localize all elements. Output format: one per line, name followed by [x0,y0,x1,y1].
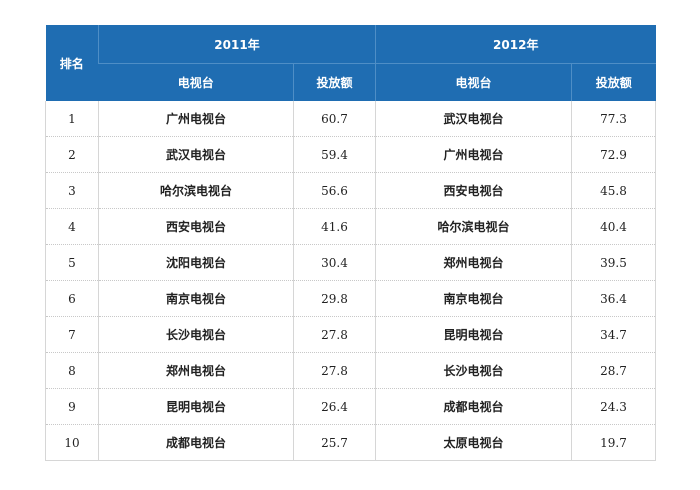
station-2011-cell: 西安电视台 [98,208,294,245]
year-2012-header: 2012年 [375,25,656,64]
value-2012-cell: 19.7 [571,424,656,461]
station-2012-cell: 武汉电视台 [375,101,572,137]
rank-cell: 2 [45,136,99,173]
rank-cell: 8 [45,352,99,389]
table-row: 5 沈阳电视台 30.4 郑州电视台 39.5 [45,244,656,281]
value-2011-cell: 30.4 [293,244,376,281]
station-2011-cell: 武汉电视台 [98,136,294,173]
table-row: 9 昆明电视台 26.4 成都电视台 24.3 [45,388,656,425]
value-2012-cell: 36.4 [571,280,656,317]
rank-cell: 9 [45,388,99,425]
value-2011-cell: 26.4 [293,388,376,425]
rank-cell: 10 [45,424,99,461]
value-2011-cell: 41.6 [293,208,376,245]
station-2012-cell: 长沙电视台 [375,352,572,389]
value-2011-cell: 56.6 [293,172,376,209]
value-2012-cell: 34.7 [571,316,656,353]
station-2012-cell: 成都电视台 [375,388,572,425]
rank-cell: 6 [45,280,99,317]
station-2011-cell: 郑州电视台 [98,352,294,389]
station-2011-cell: 哈尔滨电视台 [98,172,294,209]
value-header-2012: 投放额 [571,63,656,101]
value-2011-cell: 59.4 [293,136,376,173]
value-header-2011: 投放额 [293,63,376,101]
station-2012-cell: 西安电视台 [375,172,572,209]
station-2011-cell: 成都电视台 [98,424,294,461]
value-2011-cell: 27.8 [293,352,376,389]
table-row: 2 武汉电视台 59.4 广州电视台 72.9 [45,136,656,173]
rank-cell: 3 [45,172,99,209]
rank-cell: 1 [45,101,99,137]
value-2011-cell: 29.8 [293,280,376,317]
value-2012-cell: 77.3 [571,101,656,137]
station-2012-cell: 太原电视台 [375,424,572,461]
table-row: 6 南京电视台 29.8 南京电视台 36.4 [45,280,656,317]
table-row: 4 西安电视台 41.6 哈尔滨电视台 40.4 [45,208,656,245]
value-2012-cell: 45.8 [571,172,656,209]
value-2012-cell: 40.4 [571,208,656,245]
rank-header: 排名 [45,25,99,101]
station-2012-cell: 哈尔滨电视台 [375,208,572,245]
value-2011-cell: 27.8 [293,316,376,353]
station-2012-cell: 郑州电视台 [375,244,572,281]
table-row: 10 成都电视台 25.7 太原电视台 19.7 [45,424,656,461]
table-header: 排名 2011年 2012年 电视台 投放额 电视台 投放额 [45,25,656,101]
value-2011-cell: 60.7 [293,101,376,137]
value-2011-cell: 25.7 [293,424,376,461]
value-2012-cell: 24.3 [571,388,656,425]
value-2012-cell: 39.5 [571,244,656,281]
ranking-table: 排名 2011年 2012年 电视台 投放额 电视台 投放额 1 广州电视台 60.… [45,25,656,461]
table-body: 1 广州电视台 60.7 武汉电视台 77.3 2 武汉电视台 59.4 广州电视台 72.9 3 哈… [45,101,656,461]
table-row: 8 郑州电视台 27.8 长沙电视台 28.7 [45,352,656,389]
value-2012-cell: 72.9 [571,136,656,173]
station-2011-cell: 昆明电视台 [98,388,294,425]
station-2011-cell: 广州电视台 [98,101,294,137]
table-row: 7 长沙电视台 27.8 昆明电视台 34.7 [45,316,656,353]
station-2011-cell: 沈阳电视台 [98,244,294,281]
station-header-2012: 电视台 [375,63,572,101]
station-2012-cell: 昆明电视台 [375,316,572,353]
station-2012-cell: 南京电视台 [375,280,572,317]
station-2011-cell: 南京电视台 [98,280,294,317]
station-header-2011: 电视台 [98,63,294,101]
station-2011-cell: 长沙电视台 [98,316,294,353]
rank-cell: 7 [45,316,99,353]
ranking-table-container: 排名 2011年 2012年 电视台 投放额 电视台 投放额 1 广州电视台 60.… [45,25,656,461]
rank-cell: 4 [45,208,99,245]
table-row: 3 哈尔滨电视台 56.6 西安电视台 45.8 [45,172,656,209]
table-row: 1 广州电视台 60.7 武汉电视台 77.3 [45,101,656,137]
value-2012-cell: 28.7 [571,352,656,389]
station-2012-cell: 广州电视台 [375,136,572,173]
rank-cell: 5 [45,244,99,281]
year-2011-header: 2011年 [98,25,376,64]
